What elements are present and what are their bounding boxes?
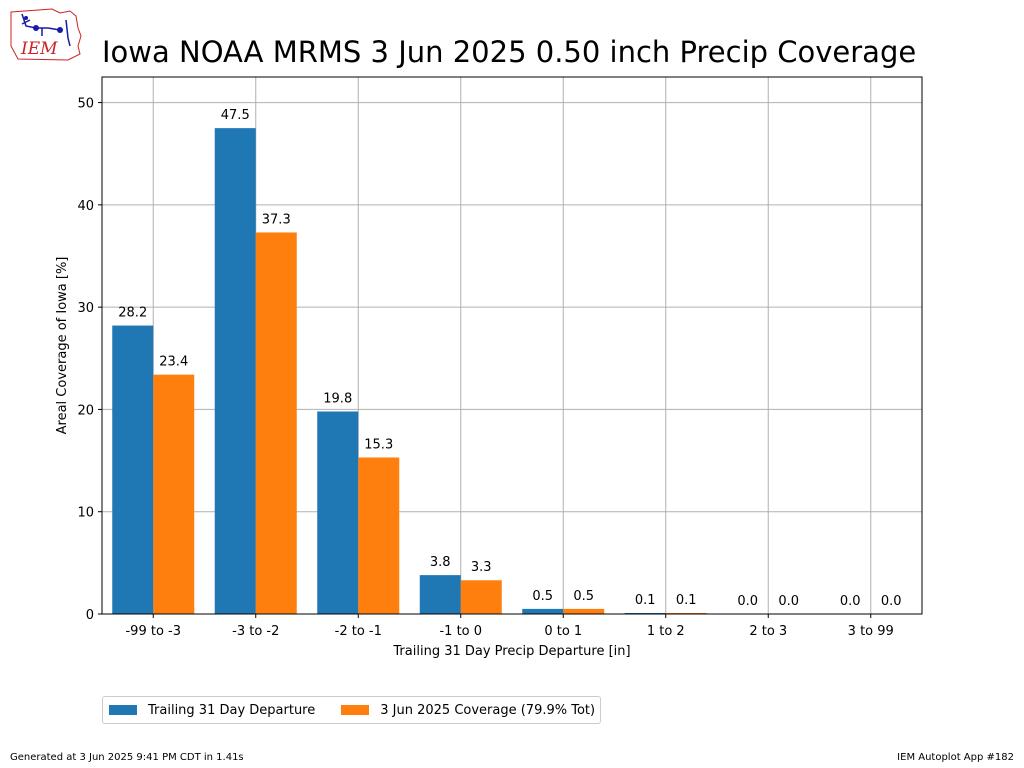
bar-series-2 bbox=[460, 580, 502, 614]
legend-swatch-series-1 bbox=[109, 705, 137, 715]
bar-series-1 bbox=[522, 608, 564, 614]
app-id-label: IEM Autoplot App #182 bbox=[897, 752, 1014, 763]
x-axis-label: Trailing 31 Day Precip Departure [in] bbox=[392, 644, 630, 659]
x-tick-label: 2 to 3 bbox=[749, 624, 787, 639]
bar-value-label: 0.0 bbox=[840, 594, 861, 609]
bar-chart: 0 10 20 30 40 50 28.2 47.5 19.8 3.8 0.5 0.1 0.0 0.0 23… bbox=[55, 76, 923, 659]
y-tick-label: 30 bbox=[77, 301, 94, 316]
bar-value-label: 0.0 bbox=[737, 594, 758, 609]
y-axis-label: Areal Coverage of Iowa [%] bbox=[55, 257, 70, 435]
bar-series-1 bbox=[419, 575, 461, 614]
bar-value-label: 23.4 bbox=[159, 355, 188, 370]
y-tick-label: 10 bbox=[77, 506, 94, 521]
iem-logo: IEM bbox=[10, 8, 82, 61]
logo-text: IEM bbox=[20, 39, 58, 59]
bar-series-1 bbox=[317, 411, 359, 614]
bar-value-label: 0.1 bbox=[635, 593, 656, 608]
x-tick-label: 1 to 2 bbox=[647, 624, 685, 639]
axes-frame bbox=[101, 76, 923, 615]
bar-value-label: 47.5 bbox=[221, 108, 250, 123]
x-tick-label: -99 to -3 bbox=[125, 624, 181, 639]
bar-series-2 bbox=[358, 457, 400, 614]
bar-series-1 bbox=[624, 612, 666, 614]
bar-value-label: 15.3 bbox=[364, 438, 393, 453]
bar-value-label: 0.1 bbox=[676, 593, 697, 608]
bar-series-2 bbox=[255, 232, 297, 614]
y-tick-label: 20 bbox=[77, 403, 94, 418]
x-tick-label: -3 to -2 bbox=[232, 624, 279, 639]
page-title: Iowa NOAA MRMS 3 Jun 2025 0.50 inch Prec… bbox=[102, 35, 917, 69]
y-tick-label: 40 bbox=[77, 199, 94, 214]
chart-legend: Trailing 31 Day Departure 3 Jun 2025 Cov… bbox=[102, 696, 602, 724]
bar-value-label: 19.8 bbox=[323, 391, 352, 406]
bar-value-label: 3.3 bbox=[471, 560, 492, 575]
bar-value-label: 0.0 bbox=[778, 594, 799, 609]
x-tick-label: 0 to 1 bbox=[544, 624, 582, 639]
y-tick-label: 0 bbox=[86, 608, 94, 623]
y-tick-label: 50 bbox=[77, 97, 94, 112]
generated-timestamp: Generated at 3 Jun 2025 9:41 PM CDT in 1… bbox=[10, 752, 244, 763]
legend-label-series-1: Trailing 31 Day Departure bbox=[148, 702, 316, 718]
bar-value-label: 0.5 bbox=[573, 589, 594, 604]
bar-value-label: 37.3 bbox=[262, 212, 291, 227]
bar-value-label: 28.2 bbox=[118, 306, 147, 321]
x-tick-label: -1 to 0 bbox=[439, 624, 482, 639]
bar-value-label: 0.0 bbox=[881, 594, 902, 609]
legend-item-series-1: Trailing 31 Day Departure bbox=[109, 703, 315, 718]
bar-series-2 bbox=[665, 612, 707, 614]
legend-label-series-2: 3 Jun 2025 Coverage (79.9% Tot) bbox=[380, 702, 596, 718]
bar-series-1 bbox=[214, 128, 256, 614]
legend-item-series-2: 3 Jun 2025 Coverage (79.9% Tot) bbox=[341, 703, 595, 718]
bar-value-label: 0.5 bbox=[532, 589, 553, 604]
bar-series-2 bbox=[153, 374, 195, 614]
x-tick-label: 3 to 99 bbox=[848, 624, 894, 639]
x-tick-label: -2 to -1 bbox=[335, 624, 382, 639]
legend-swatch-series-2 bbox=[341, 705, 370, 715]
bar-series-1 bbox=[112, 325, 154, 614]
bar-value-label: 3.8 bbox=[430, 555, 451, 570]
bar-series-2 bbox=[563, 608, 605, 614]
